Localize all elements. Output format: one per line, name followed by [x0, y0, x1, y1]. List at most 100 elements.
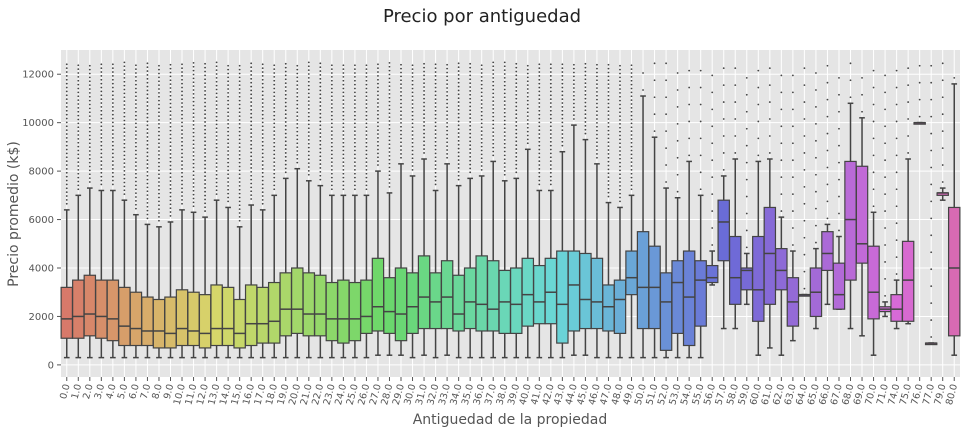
outlier-point [158, 126, 160, 129]
outlier-point [630, 91, 633, 94]
outlier-point [411, 153, 414, 156]
outlier-point [204, 70, 206, 73]
outlier-point [884, 108, 886, 111]
x-tick-label: 8.0 [150, 383, 165, 400]
outlier-point [884, 244, 886, 246]
outlier-point [377, 78, 379, 81]
outlier-point [123, 146, 126, 149]
outlier-point [296, 157, 299, 160]
box-body [533, 264, 546, 325]
outlier-point [411, 141, 414, 144]
outlier-point [596, 149, 598, 151]
outlier-point [411, 130, 414, 133]
box-body [832, 262, 846, 310]
outlier-point [400, 129, 402, 132]
outlier-point [619, 130, 621, 133]
box-21.0 [302, 61, 316, 359]
outlier-point [238, 122, 241, 125]
outlier-point [261, 94, 264, 97]
outlier-point [930, 336, 933, 338]
outlier-point [169, 118, 172, 120]
outlier-point [100, 160, 103, 163]
outlier-point [65, 144, 68, 147]
outlier-point [123, 193, 126, 196]
outlier-point [342, 91, 345, 94]
outlier-point [342, 103, 345, 105]
outlier-point [319, 108, 322, 111]
outlier-point [273, 157, 276, 160]
outlier-point [204, 144, 206, 147]
outlier-point [100, 117, 103, 120]
outlier-point [181, 117, 183, 120]
outlier-point [930, 200, 933, 203]
outlier-point [204, 202, 206, 205]
outlier-point [88, 150, 91, 152]
outlier-point [123, 177, 126, 180]
outlier-point [65, 78, 68, 81]
outlier-point [77, 180, 80, 183]
outlier-point [895, 103, 898, 106]
outlier-point [423, 70, 425, 73]
outlier-point [411, 79, 414, 82]
outlier-point [135, 79, 137, 82]
outlier-point [400, 83, 402, 86]
outlier-point [434, 109, 437, 112]
box-11.0 [187, 61, 200, 359]
box-body [671, 260, 684, 335]
outlier-point [169, 98, 172, 101]
outlier-point [480, 91, 483, 94]
outlier-point [342, 169, 345, 171]
outlier-point [838, 178, 840, 181]
outlier-point [480, 87, 483, 90]
outlier-point [342, 122, 345, 125]
box-65.0 [809, 72, 823, 330]
outlier-point [123, 173, 126, 176]
outlier-point [342, 157, 345, 160]
outlier-point [330, 134, 333, 136]
x-tick-label: 14.0 [218, 383, 234, 406]
outlier-point [480, 95, 483, 98]
outlier-point [158, 68, 160, 71]
outlier-point [941, 164, 944, 166]
outlier-point [77, 122, 80, 125]
outlier-point [65, 109, 68, 112]
outlier-point [215, 84, 218, 87]
outlier-point [77, 87, 80, 90]
outlier-point [88, 107, 91, 110]
outlier-point [607, 87, 610, 89]
outlier-point [469, 109, 472, 112]
outlier-point [907, 135, 910, 137]
outlier-point [365, 153, 368, 156]
outlier-point [181, 160, 183, 163]
outlier-point [630, 161, 633, 164]
outlier-point [457, 77, 460, 80]
x-tick-label: 9.0 [162, 383, 177, 400]
outlier-point [699, 188, 702, 191]
outlier-point [158, 161, 160, 164]
outlier-point [434, 179, 437, 182]
outlier-point [204, 132, 206, 135]
outlier-point [100, 175, 103, 178]
outlier-point [676, 106, 679, 108]
outlier-point [861, 110, 863, 113]
outlier-point [250, 120, 253, 123]
outlier-point [584, 109, 587, 112]
outlier-point [469, 113, 472, 116]
outlier-point [515, 136, 518, 139]
outlier-point [607, 195, 610, 198]
outlier-point [204, 179, 206, 181]
outlier-point [169, 176, 172, 179]
x-tick-label: 63.0 [783, 383, 799, 406]
outlier-point [365, 145, 368, 148]
outlier-point [169, 164, 172, 167]
outlier-point [204, 186, 206, 189]
outlier-point [423, 148, 425, 150]
outlier-point [711, 142, 714, 145]
outlier-point [319, 66, 322, 69]
outlier-point [884, 193, 886, 196]
box-48.0 [613, 64, 627, 359]
outlier-point [88, 115, 91, 118]
outlier-point [630, 172, 633, 175]
outlier-point [169, 137, 172, 140]
x-tick-label: 36.0 [471, 383, 487, 406]
